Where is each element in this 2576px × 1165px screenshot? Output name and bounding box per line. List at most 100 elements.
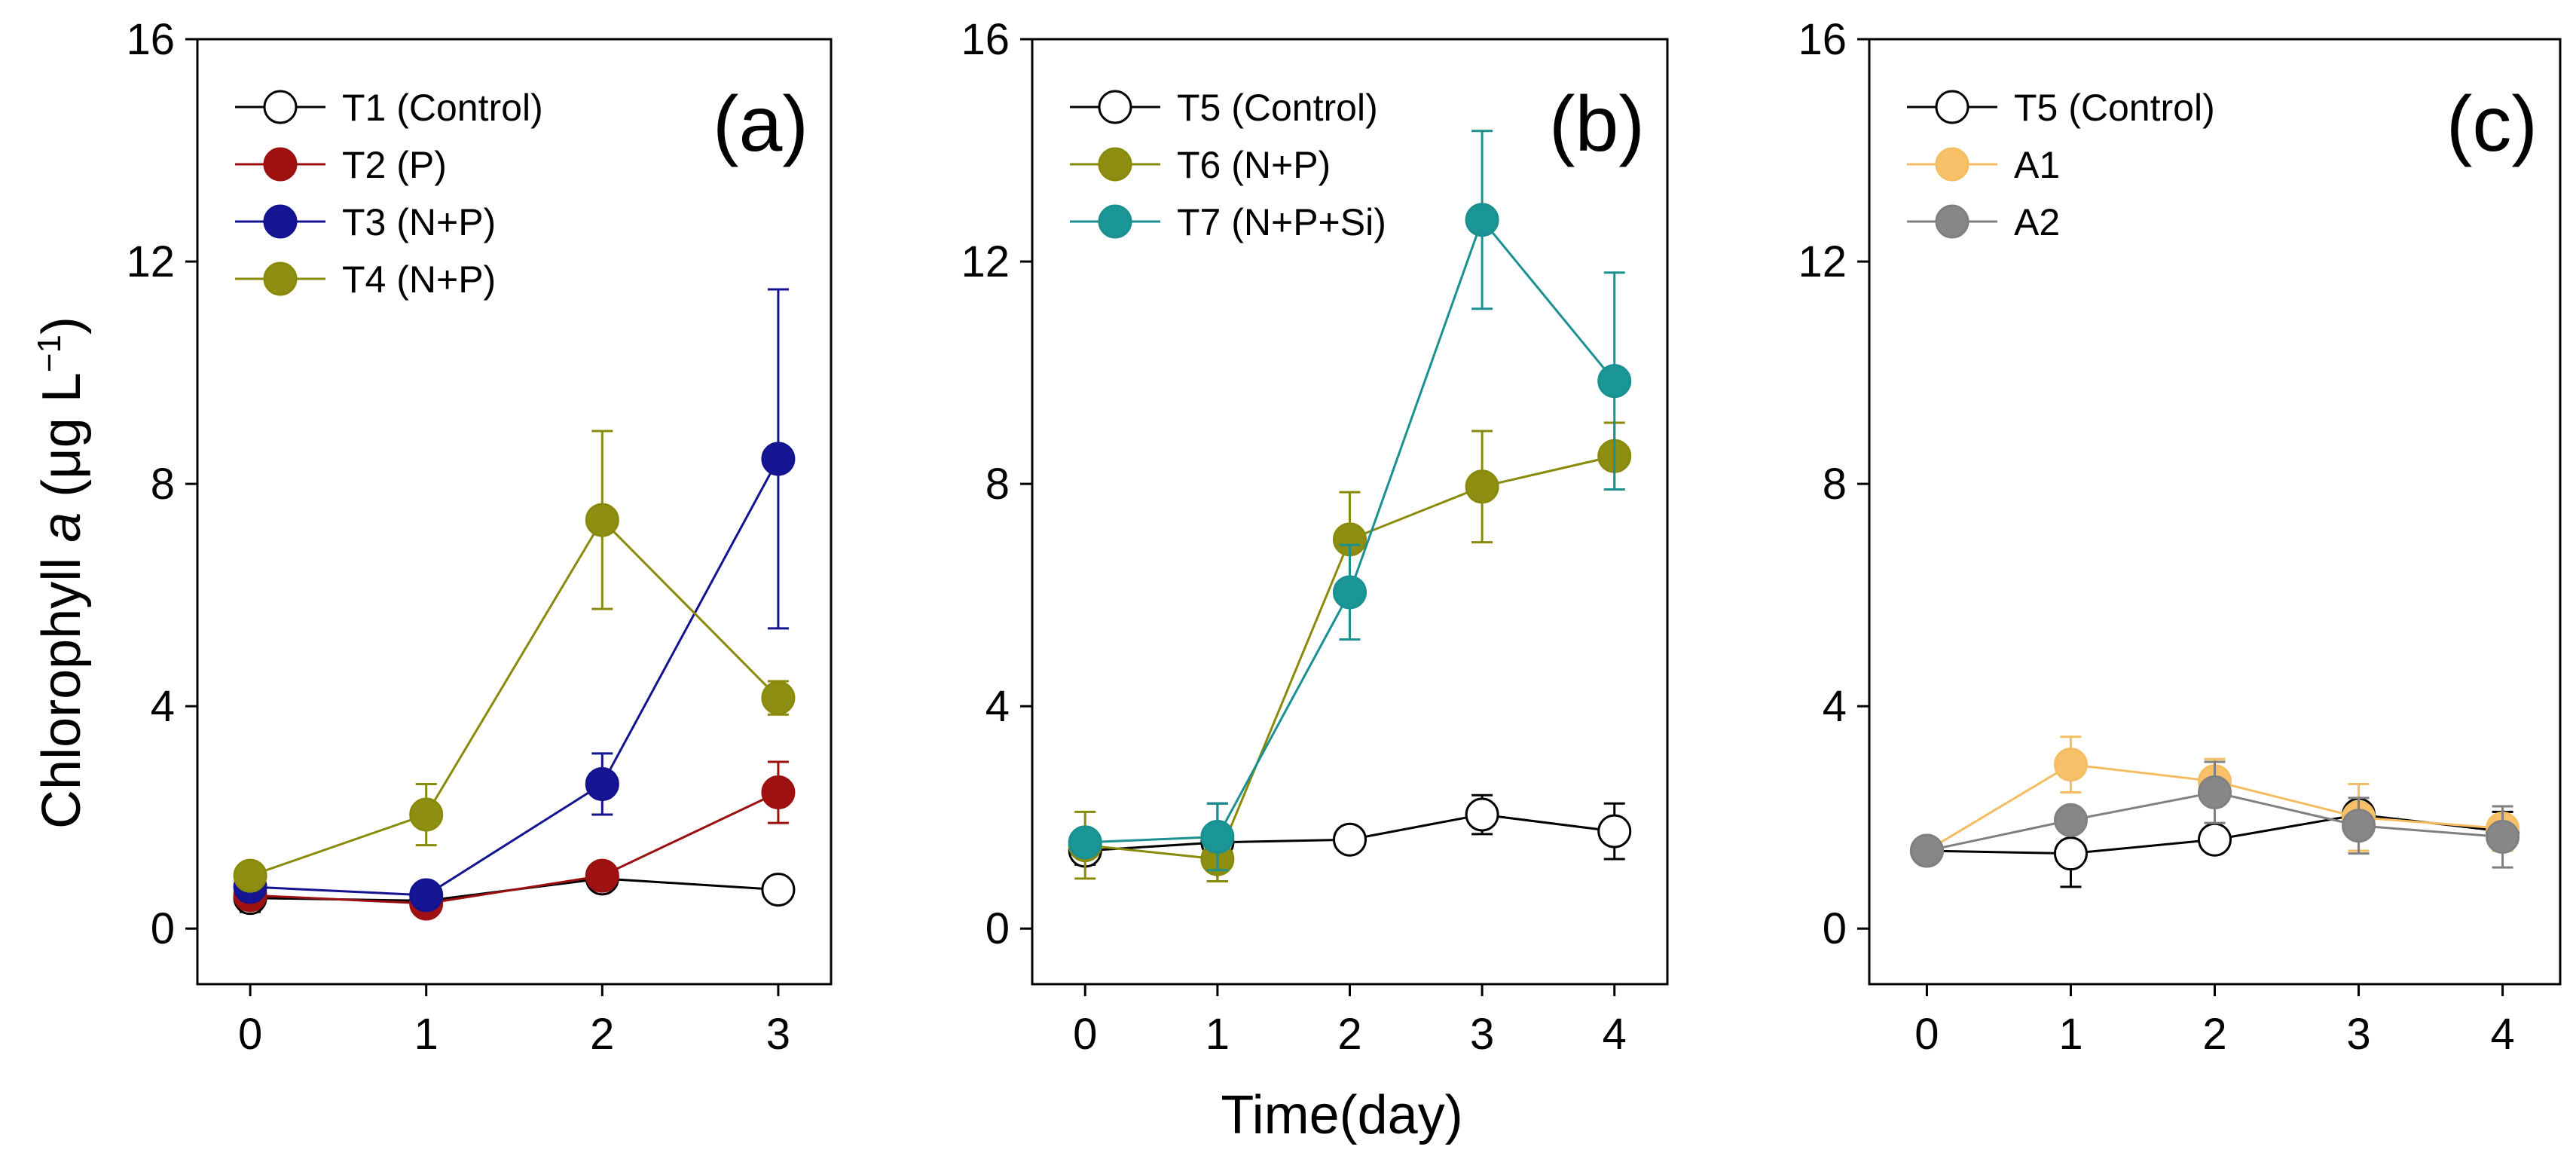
legend-marker: [1935, 204, 1969, 239]
series-t7-n-p-si: [1068, 130, 1632, 872]
series-t5-control: [1068, 793, 1632, 883]
y-axis-title-prefix: Chlorophyll: [32, 543, 92, 829]
legend-label: T7 (N+P+Si): [1177, 201, 1386, 243]
series-line: [250, 458, 780, 897]
data-point: [761, 873, 796, 907]
y-axis-title-close: ): [32, 316, 92, 335]
data-point: [233, 858, 267, 893]
legend-marker: [1098, 90, 1132, 124]
data-point: [1465, 203, 1499, 237]
legend-label: T3 (N+P): [342, 201, 496, 243]
series-line: [250, 791, 779, 905]
y-tick-label: 0: [151, 904, 175, 953]
legend-marker: [263, 204, 298, 239]
y-tick-label: 8: [151, 460, 175, 509]
x-tick-label: 3: [1470, 1010, 1494, 1059]
y-tick-label: 4: [985, 682, 1010, 731]
y-tick-label: 16: [126, 15, 175, 64]
data-point: [1597, 364, 1632, 399]
data-point: [2198, 822, 2232, 857]
data-point: [1465, 469, 1499, 504]
legend-label: T5 (Control): [1177, 87, 1378, 129]
panel-a-frame: [196, 38, 833, 986]
legend-marker: [1098, 147, 1132, 182]
data-point: [2486, 820, 2520, 855]
data-point: [761, 775, 796, 810]
x-tick-label: 2: [590, 1010, 614, 1059]
y-axis-title-italic: a: [32, 512, 92, 543]
x-tick-label: 1: [2058, 1010, 2082, 1059]
y-tick-label: 4: [1823, 682, 1847, 731]
data-point: [1068, 825, 1102, 860]
data-point: [761, 442, 796, 476]
x-tick-label: 2: [1337, 1010, 1361, 1059]
x-tick-label: 1: [414, 1010, 439, 1059]
y-tick-label: 16: [961, 15, 1010, 64]
series-t6-n-p: [1068, 421, 1632, 883]
y-tick-label: 8: [985, 460, 1010, 509]
x-tick-label: 3: [2346, 1010, 2370, 1059]
legend-marker: [263, 261, 298, 296]
data-point: [1333, 822, 1367, 857]
data-point: [585, 766, 619, 801]
x-axis-title: Time(day): [1221, 1085, 1462, 1145]
series-t3-n-p: [233, 288, 796, 913]
data-point: [409, 797, 444, 832]
legend-label: T1 (Control): [342, 87, 543, 129]
x-tick-label: 2: [2202, 1010, 2226, 1059]
y-axis-title-superscript: −1: [31, 335, 68, 372]
x-tick-label: 0: [238, 1010, 262, 1059]
legend-marker: [263, 147, 298, 182]
data-point: [2342, 809, 2376, 843]
data-point: [1465, 797, 1499, 832]
series-a2: [1909, 760, 2520, 869]
data-point: [585, 503, 619, 537]
data-point: [409, 878, 444, 913]
data-point: [1597, 814, 1632, 849]
y-tick-label: 0: [1823, 904, 1847, 953]
x-tick-label: 0: [1914, 1010, 1939, 1059]
x-tick-label: 3: [766, 1010, 790, 1059]
legend-label: T4 (N+P): [342, 258, 496, 301]
data-point: [2053, 836, 2088, 871]
y-tick-label: 8: [1823, 460, 1847, 509]
y-axis-title-suffix: (μg L: [32, 372, 92, 512]
legend-label: T2 (P): [342, 144, 447, 186]
data-point: [2053, 748, 2088, 782]
y-tick-label: 12: [1798, 237, 1847, 286]
data-point: [761, 680, 796, 715]
y-axis-title: Chlorophyll a (μg L−1): [31, 316, 92, 829]
data-point: [2198, 775, 2232, 810]
data-point: [1909, 833, 1944, 868]
legend-label: A1: [2014, 144, 2060, 186]
data-point: [1200, 820, 1235, 855]
y-tick-label: 4: [151, 682, 175, 731]
x-tick-label: 4: [1603, 1010, 1627, 1059]
panel-label: (b): [1549, 81, 1645, 168]
x-tick-label: 1: [1205, 1010, 1230, 1059]
series-t4-n-p: [233, 430, 796, 893]
y-tick-label: 16: [1798, 15, 1847, 64]
legend-marker: [1935, 90, 1969, 124]
panel-label: (c): [2446, 81, 2538, 168]
legend-label: T6 (N+P): [1177, 144, 1331, 186]
x-tick-label: 4: [2490, 1010, 2514, 1059]
data-point: [2053, 803, 2088, 837]
x-tick-label: 0: [1073, 1010, 1097, 1059]
legend-label: A2: [2014, 201, 2060, 243]
y-tick-label: 12: [126, 237, 175, 286]
legend-marker: [1935, 147, 1969, 182]
series-line: [249, 518, 779, 877]
y-tick-label: 0: [985, 904, 1010, 953]
legend-marker: [263, 90, 298, 124]
y-tick-label: 12: [961, 237, 1010, 286]
panel-label: (a): [713, 81, 808, 168]
legend-label: T5 (Control): [2014, 87, 2215, 129]
data-point: [1333, 575, 1367, 610]
data-point: [585, 858, 619, 893]
legend-marker: [1098, 204, 1132, 239]
